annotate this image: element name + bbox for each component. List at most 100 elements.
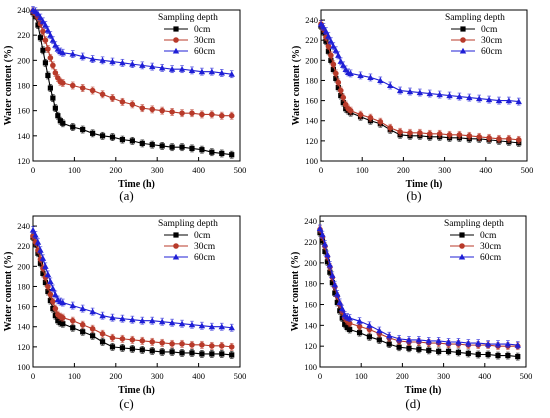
data-point (209, 343, 215, 349)
y-tick-label: 160 (304, 300, 317, 310)
data-point (466, 133, 473, 139)
data-point (52, 70, 59, 76)
data-point (89, 325, 96, 332)
data-point (229, 152, 235, 158)
data-point (47, 291, 54, 298)
data-point (228, 344, 235, 350)
y-tick-label: 160 (17, 106, 30, 116)
y-axis-label: Water content (%) (3, 46, 14, 126)
chart-panel-4: 0 100 200 300 400 500100120140160180200220240… (290, 215, 532, 411)
y-tick-label: 100 (17, 362, 30, 372)
data-point (415, 336, 423, 343)
data-point (44, 26, 52, 33)
y-tick-label: 100 (304, 362, 317, 372)
data-point (179, 110, 185, 116)
data-point (109, 95, 116, 101)
legend-title: Sampling depth (444, 219, 504, 229)
data-point (446, 92, 453, 99)
data-point (407, 130, 413, 136)
data-point (347, 326, 353, 333)
data-point (47, 278, 54, 284)
data-point (475, 351, 481, 358)
y-tick-label: 240 (304, 216, 317, 226)
y-tick-label: 180 (304, 279, 317, 289)
data-point (456, 93, 463, 100)
data-point (485, 96, 493, 103)
data-point (377, 77, 384, 84)
data-point (367, 74, 374, 81)
data-point (42, 263, 49, 269)
legend-entry-label: 0cm (194, 25, 211, 35)
data-point (324, 251, 331, 258)
data-point (316, 225, 324, 232)
data-point (45, 283, 51, 290)
data-point (60, 80, 66, 86)
data-point (69, 317, 76, 324)
data-point (159, 349, 165, 355)
data-point (416, 89, 424, 96)
y-tick-label: 180 (305, 75, 318, 85)
x-tick-label: 400 (478, 371, 491, 381)
data-point (45, 72, 51, 79)
y-axis-label: Water content (%) (290, 252, 301, 332)
y-tick-label: 140 (17, 131, 30, 141)
series-30cm (30, 232, 235, 351)
plot-frame (320, 9, 528, 162)
data-point (44, 271, 52, 277)
data-point (47, 31, 54, 38)
data-point (465, 339, 472, 346)
x-tick-label: 0 (31, 371, 35, 381)
legend-entry-label: 30cm (480, 242, 502, 252)
y-tick-label: 120 (304, 341, 317, 351)
data-point (45, 288, 51, 295)
data-point (324, 259, 331, 265)
data-point (198, 322, 206, 329)
data-point (60, 314, 66, 321)
data-point (366, 326, 373, 333)
data-point (495, 352, 501, 359)
series-0cm (30, 8, 235, 159)
data-point (445, 338, 452, 345)
data-point (90, 130, 96, 136)
legend-marker (172, 253, 180, 260)
data-point (119, 99, 126, 105)
data-point (42, 60, 49, 66)
data-point (34, 10, 42, 17)
data-point (515, 98, 522, 105)
y-tick-label: 120 (17, 342, 30, 352)
y-tick-label: 200 (304, 258, 317, 268)
data-point (208, 68, 216, 75)
x-tick-label: 300 (438, 165, 451, 175)
data-point (99, 91, 106, 98)
data-point (406, 88, 414, 95)
data-point (52, 305, 59, 312)
data-point (228, 70, 235, 77)
legend-marker (172, 47, 180, 54)
data-point (228, 324, 235, 331)
y-tick-label: 160 (305, 96, 318, 106)
panel-label: (c) (119, 396, 133, 411)
x-tick-label: 300 (151, 165, 164, 175)
data-point (515, 137, 522, 143)
data-point (505, 352, 511, 359)
data-point (496, 136, 502, 142)
data-point (69, 50, 76, 57)
data-point (218, 112, 225, 119)
data-point (476, 134, 483, 140)
y-tick-label: 120 (17, 156, 30, 166)
data-point (506, 136, 512, 142)
data-point (55, 113, 61, 119)
data-point (377, 118, 384, 125)
data-point (356, 317, 363, 324)
data-point (366, 322, 373, 328)
data-point (80, 126, 86, 133)
x-axis-label: Time (h) (405, 385, 442, 396)
data-point (79, 321, 86, 328)
y-tick-label: 180 (17, 81, 30, 91)
data-point (158, 64, 166, 71)
data-point (199, 111, 205, 118)
y-tick-label: 240 (305, 15, 318, 25)
data-point (426, 90, 433, 97)
